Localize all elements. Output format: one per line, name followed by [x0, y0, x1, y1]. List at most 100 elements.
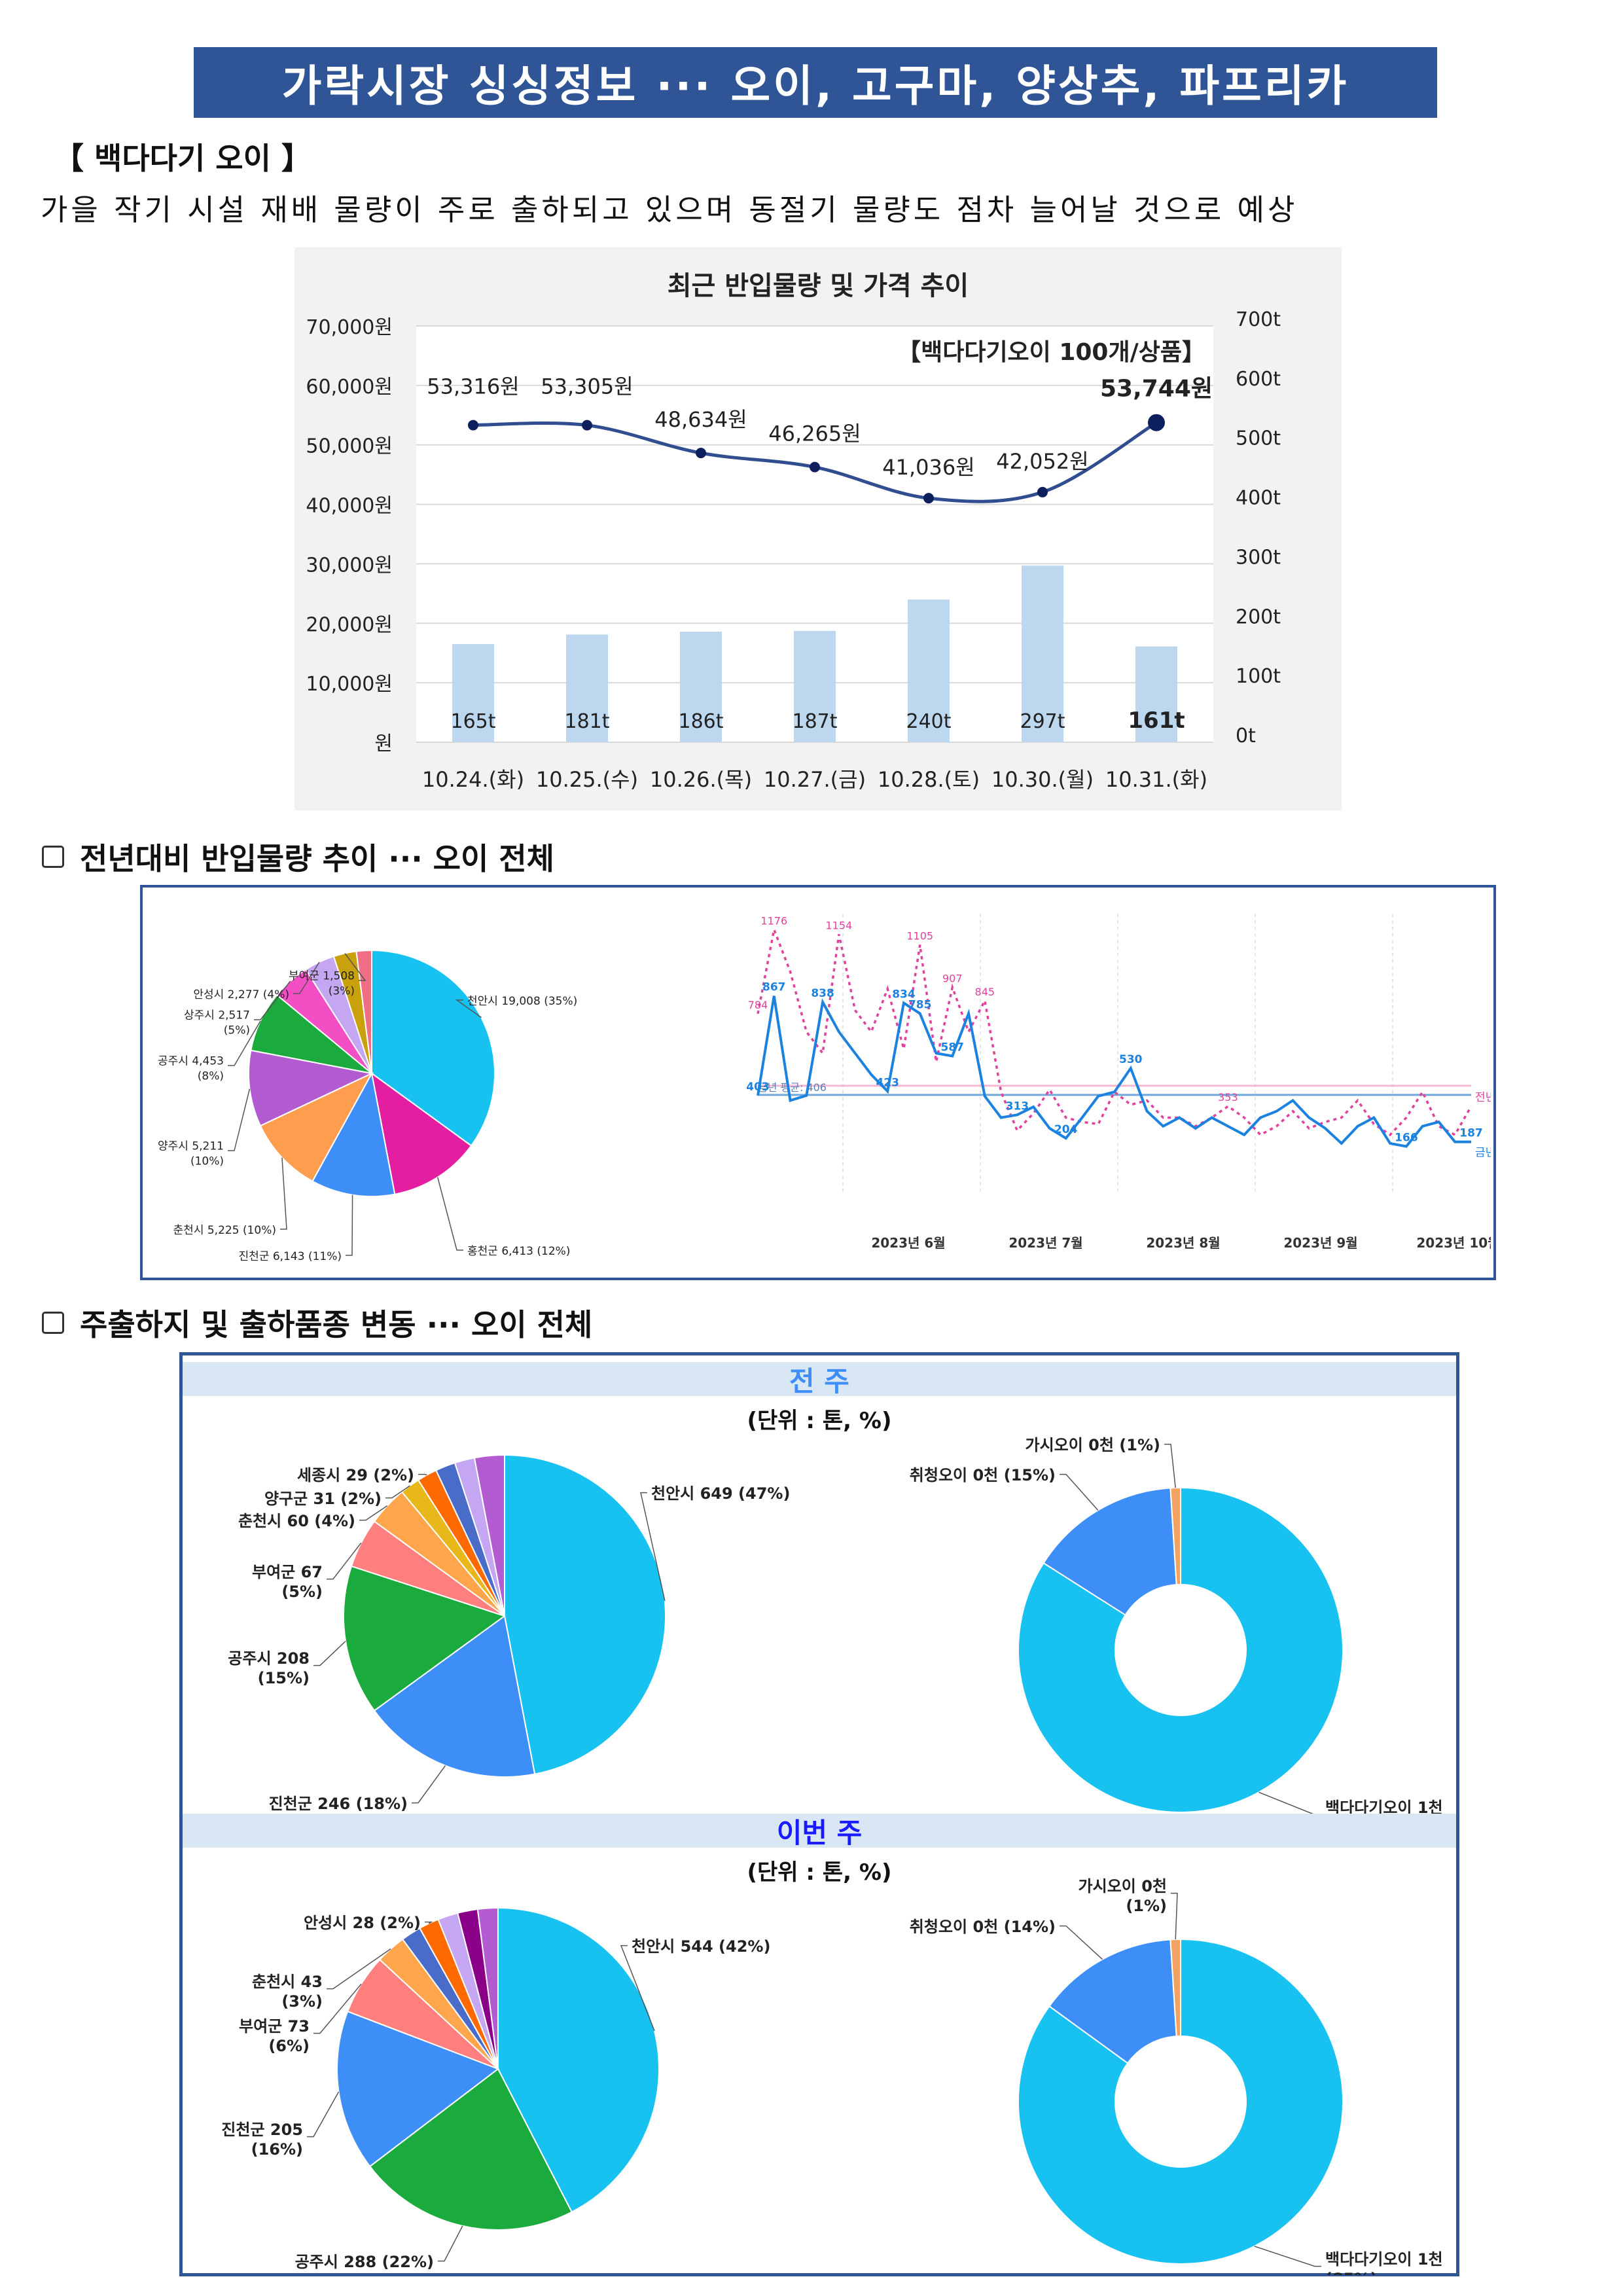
right-tick-label: 200t — [1236, 605, 1281, 628]
leader-line — [359, 1505, 388, 1521]
volume-bar-label: 297t — [1020, 710, 1065, 733]
yoy-volume-line-chart: 2023년 6월 2023년 7월 2023년 8월 2023년 9월 2023년 10… — [746, 914, 1491, 1251]
pie-slice — [370, 1071, 473, 1195]
pie-slice — [250, 994, 372, 1074]
this-week-origin-pie: 천안시 544 (42%) 공주시 288 (22%) 진천군 205(16%) 부여… — [221, 1907, 770, 2271]
pie-slice — [373, 1615, 536, 1778]
pie-label: 부여군 73 — [239, 2017, 310, 2036]
right-tick-label: 400t — [1236, 487, 1281, 510]
series-this-year — [757, 996, 1471, 1148]
price-label: 53,305원 — [541, 374, 633, 399]
pie-label: (3%) — [281, 1992, 323, 2011]
pie-slice — [504, 1454, 666, 1775]
origin-variety-panel: 전 주 (단위 : 톤, %) 천안시 649 (47%) 진천군 246 (18… — [179, 1352, 1459, 2276]
pie-slice — [1018, 1486, 1344, 1813]
pie-label: (6%) — [268, 2037, 310, 2055]
left-tick-label: 원 — [374, 732, 393, 755]
leader-line — [344, 953, 366, 981]
pie-label: 홍천군 6,413 (12%) — [467, 1245, 570, 1258]
x-tick-label: 2023년 9월 — [1283, 1235, 1357, 1251]
pie-label: 천안시 649 (47%) — [651, 1484, 790, 1503]
price-point — [696, 448, 706, 459]
peak-label: 1176 — [760, 914, 787, 927]
leader-line — [437, 1177, 463, 1251]
price-label: 41,036원 — [882, 455, 974, 480]
price-label: 48,634원 — [654, 407, 747, 432]
left-tick-label: 50,000원 — [306, 435, 393, 458]
left-tick-label: 40,000원 — [306, 495, 393, 518]
pie-label: 천안시 544 (42%) — [632, 1937, 770, 1956]
right-tick-label: 700t — [1236, 308, 1281, 331]
pie-slice — [259, 1071, 374, 1183]
volume-bar-label: 181t — [564, 710, 609, 733]
price-label: 53,744원 — [1100, 376, 1213, 403]
price-point — [810, 461, 820, 473]
volume-bar-label: 187t — [792, 710, 837, 733]
pie-label: 공주시 288 (22%) — [295, 2253, 434, 2271]
category-label: 10.24.(화) — [422, 767, 524, 792]
peak-label: 313 — [1006, 1100, 1029, 1113]
pie-label: (16%) — [251, 2140, 303, 2159]
leader-line — [385, 1485, 410, 1499]
left-tick-label: 70,000원 — [306, 316, 393, 339]
price-volume-chart: 최근 반입물량 및 가격 추이 원 10,000원 20,000원 30,000원 40,… — [294, 247, 1342, 810]
section-heading-yoy: 전년대비 반입물량 추이 ··· 오이 전체 — [42, 835, 554, 878]
pie-slice — [355, 949, 372, 1074]
price-label: 53,316원 — [427, 374, 519, 399]
this-week-unit: (단위 : 톤, %) — [747, 1859, 892, 1886]
x-tick-label: 2023년 10월 — [1416, 1235, 1491, 1251]
right-tick-label: 600t — [1236, 368, 1281, 391]
pie-slice — [1169, 1486, 1181, 1586]
pie-label: 진천군 6,143 (11%) — [239, 1250, 342, 1263]
chart-title: 최근 반입물량 및 가격 추이 — [668, 271, 969, 301]
price-point — [1148, 414, 1165, 431]
volume-bar — [1022, 565, 1063, 742]
peak-label: 1105 — [906, 930, 933, 942]
pie-slice — [1169, 1938, 1181, 2037]
leader-line — [438, 2225, 463, 2262]
leader-line — [307, 2091, 340, 2138]
peak-label: 187 — [1459, 1127, 1483, 1140]
leader-line — [1258, 1791, 1321, 1816]
volume-bar-label: 161t — [1128, 708, 1185, 734]
peak-label: 784 — [748, 999, 768, 1011]
pie-label: 가시오이 0천 — [1079, 1877, 1167, 1895]
leader-line — [425, 1921, 433, 1924]
peak-label: 834 — [892, 988, 916, 1001]
peak-label: 166 — [1395, 1132, 1418, 1145]
prev-week-variety-donut: 백다다기오이 1천(84%)취청오이 0천 (15%)가시오이 0천 (1%) — [910, 1436, 1443, 1820]
left-tick-label: 10,000원 — [306, 673, 393, 696]
leader-line — [455, 999, 482, 1018]
leader-line — [280, 1157, 287, 1230]
pie-label: (85%) — [1325, 2270, 1377, 2275]
prev-week-label: 전 주 — [789, 1365, 849, 1397]
leader-line — [313, 1983, 362, 2034]
leader-line — [640, 1492, 666, 1602]
this-week-label: 이번 주 — [776, 1816, 863, 1849]
pie-label: 부여군 67 — [252, 1563, 323, 1581]
peak-label: 845 — [975, 986, 995, 998]
leader-line — [293, 961, 320, 994]
prev-week-unit: (단위 : 톤, %) — [747, 1408, 892, 1434]
peak-label: 785 — [908, 999, 932, 1012]
pie-label: 천안시 19,008 (35%) — [467, 995, 577, 1008]
leader-line — [620, 1945, 655, 2032]
section-description: 가을 작기 시설 재배 물량이 주로 출하되고 있으며 동절기 물량도 점차 늘… — [41, 192, 1298, 227]
peak-label: 838 — [811, 987, 834, 1000]
leader-line — [327, 1542, 362, 1580]
x-tick-label: 2023년 6월 — [871, 1235, 945, 1251]
pie-label: 부여군 1,508 — [289, 969, 355, 982]
section-heading-origin-text: 주출하지 및 출하품종 변동 ··· 오이 전체 — [80, 1307, 593, 1342]
page-title: 가락시장 싱싱정보 ··· 오이, 고구마, 양상추, 파프리카 — [194, 47, 1437, 118]
pie-label: 취청오이 0천 (14%) — [910, 1918, 1056, 1936]
leader-line — [1254, 2246, 1321, 2267]
category-label: 10.25.(수) — [536, 767, 638, 792]
pie-label: 백다다기오이 1천 — [1325, 2250, 1443, 2269]
volume-bar — [566, 634, 608, 742]
pie-label: (5%) — [281, 1583, 323, 1601]
x-tick-label: 2023년 8월 — [1146, 1235, 1220, 1251]
pie-label: 공주시 208 — [228, 1649, 310, 1668]
pie-slice — [1048, 1939, 1177, 2064]
pie-label: (15%) — [258, 1669, 310, 1687]
pie-slice — [473, 1454, 505, 1617]
